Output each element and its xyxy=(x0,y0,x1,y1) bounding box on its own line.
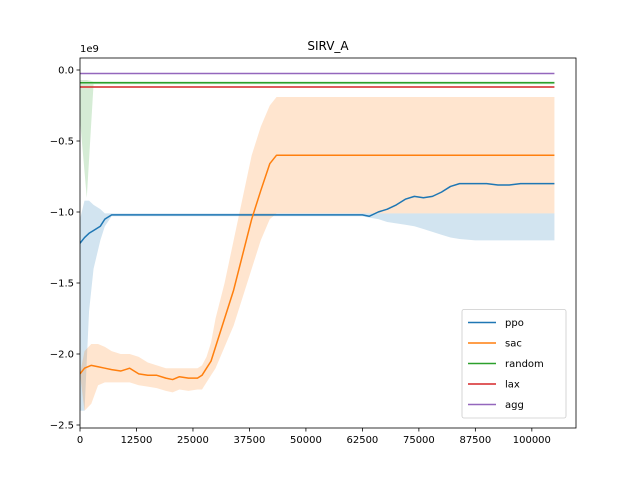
line-ppo xyxy=(80,182,555,244)
confidence-bands xyxy=(80,79,555,411)
legend-label-lax: lax xyxy=(505,380,520,391)
y-tick-label: −2.0 xyxy=(50,350,74,361)
y-tick-label: 0.0 xyxy=(58,66,74,77)
x-tick-label: 62500 xyxy=(346,435,378,446)
y-tick-label: −0.5 xyxy=(50,137,74,148)
line-sac xyxy=(80,154,555,381)
y-tick-label: −2.5 xyxy=(50,421,74,432)
y-tick-label: −1.5 xyxy=(50,279,74,290)
y-axis: 0.0 −0.5 −1.0 −1.5 −2.0 −2.5 xyxy=(50,66,80,432)
legend-label-random: random xyxy=(505,359,544,370)
y-tick-label: −1.0 xyxy=(50,208,74,219)
x-tick-label: 87500 xyxy=(459,435,491,446)
plot-frame xyxy=(79,57,577,429)
legend-label-ppo: ppo xyxy=(505,318,524,329)
x-tick-label: 0 xyxy=(77,435,83,446)
legend-label-agg: agg xyxy=(505,400,524,411)
band-sac xyxy=(80,96,555,411)
legend: ppo sac random lax agg xyxy=(461,309,567,419)
legend-label-sac: sac xyxy=(505,339,522,350)
x-axis: 0 12500 25000 37500 50000 62500 75000 87500 1000… xyxy=(77,428,551,446)
band-ppo xyxy=(80,200,555,411)
y-offset-label: 1e9 xyxy=(80,44,99,55)
x-tick-label: 50000 xyxy=(290,435,322,446)
x-tick-label: 37500 xyxy=(234,435,266,446)
x-tick-label: 75000 xyxy=(403,435,435,446)
x-tick-label: 12500 xyxy=(121,435,153,446)
chart-title: SIRV_A xyxy=(307,39,349,53)
x-tick-label: 100000 xyxy=(513,435,551,446)
legend-box xyxy=(461,309,567,419)
series-lines xyxy=(80,72,555,381)
x-tick-label: 25000 xyxy=(177,435,209,446)
